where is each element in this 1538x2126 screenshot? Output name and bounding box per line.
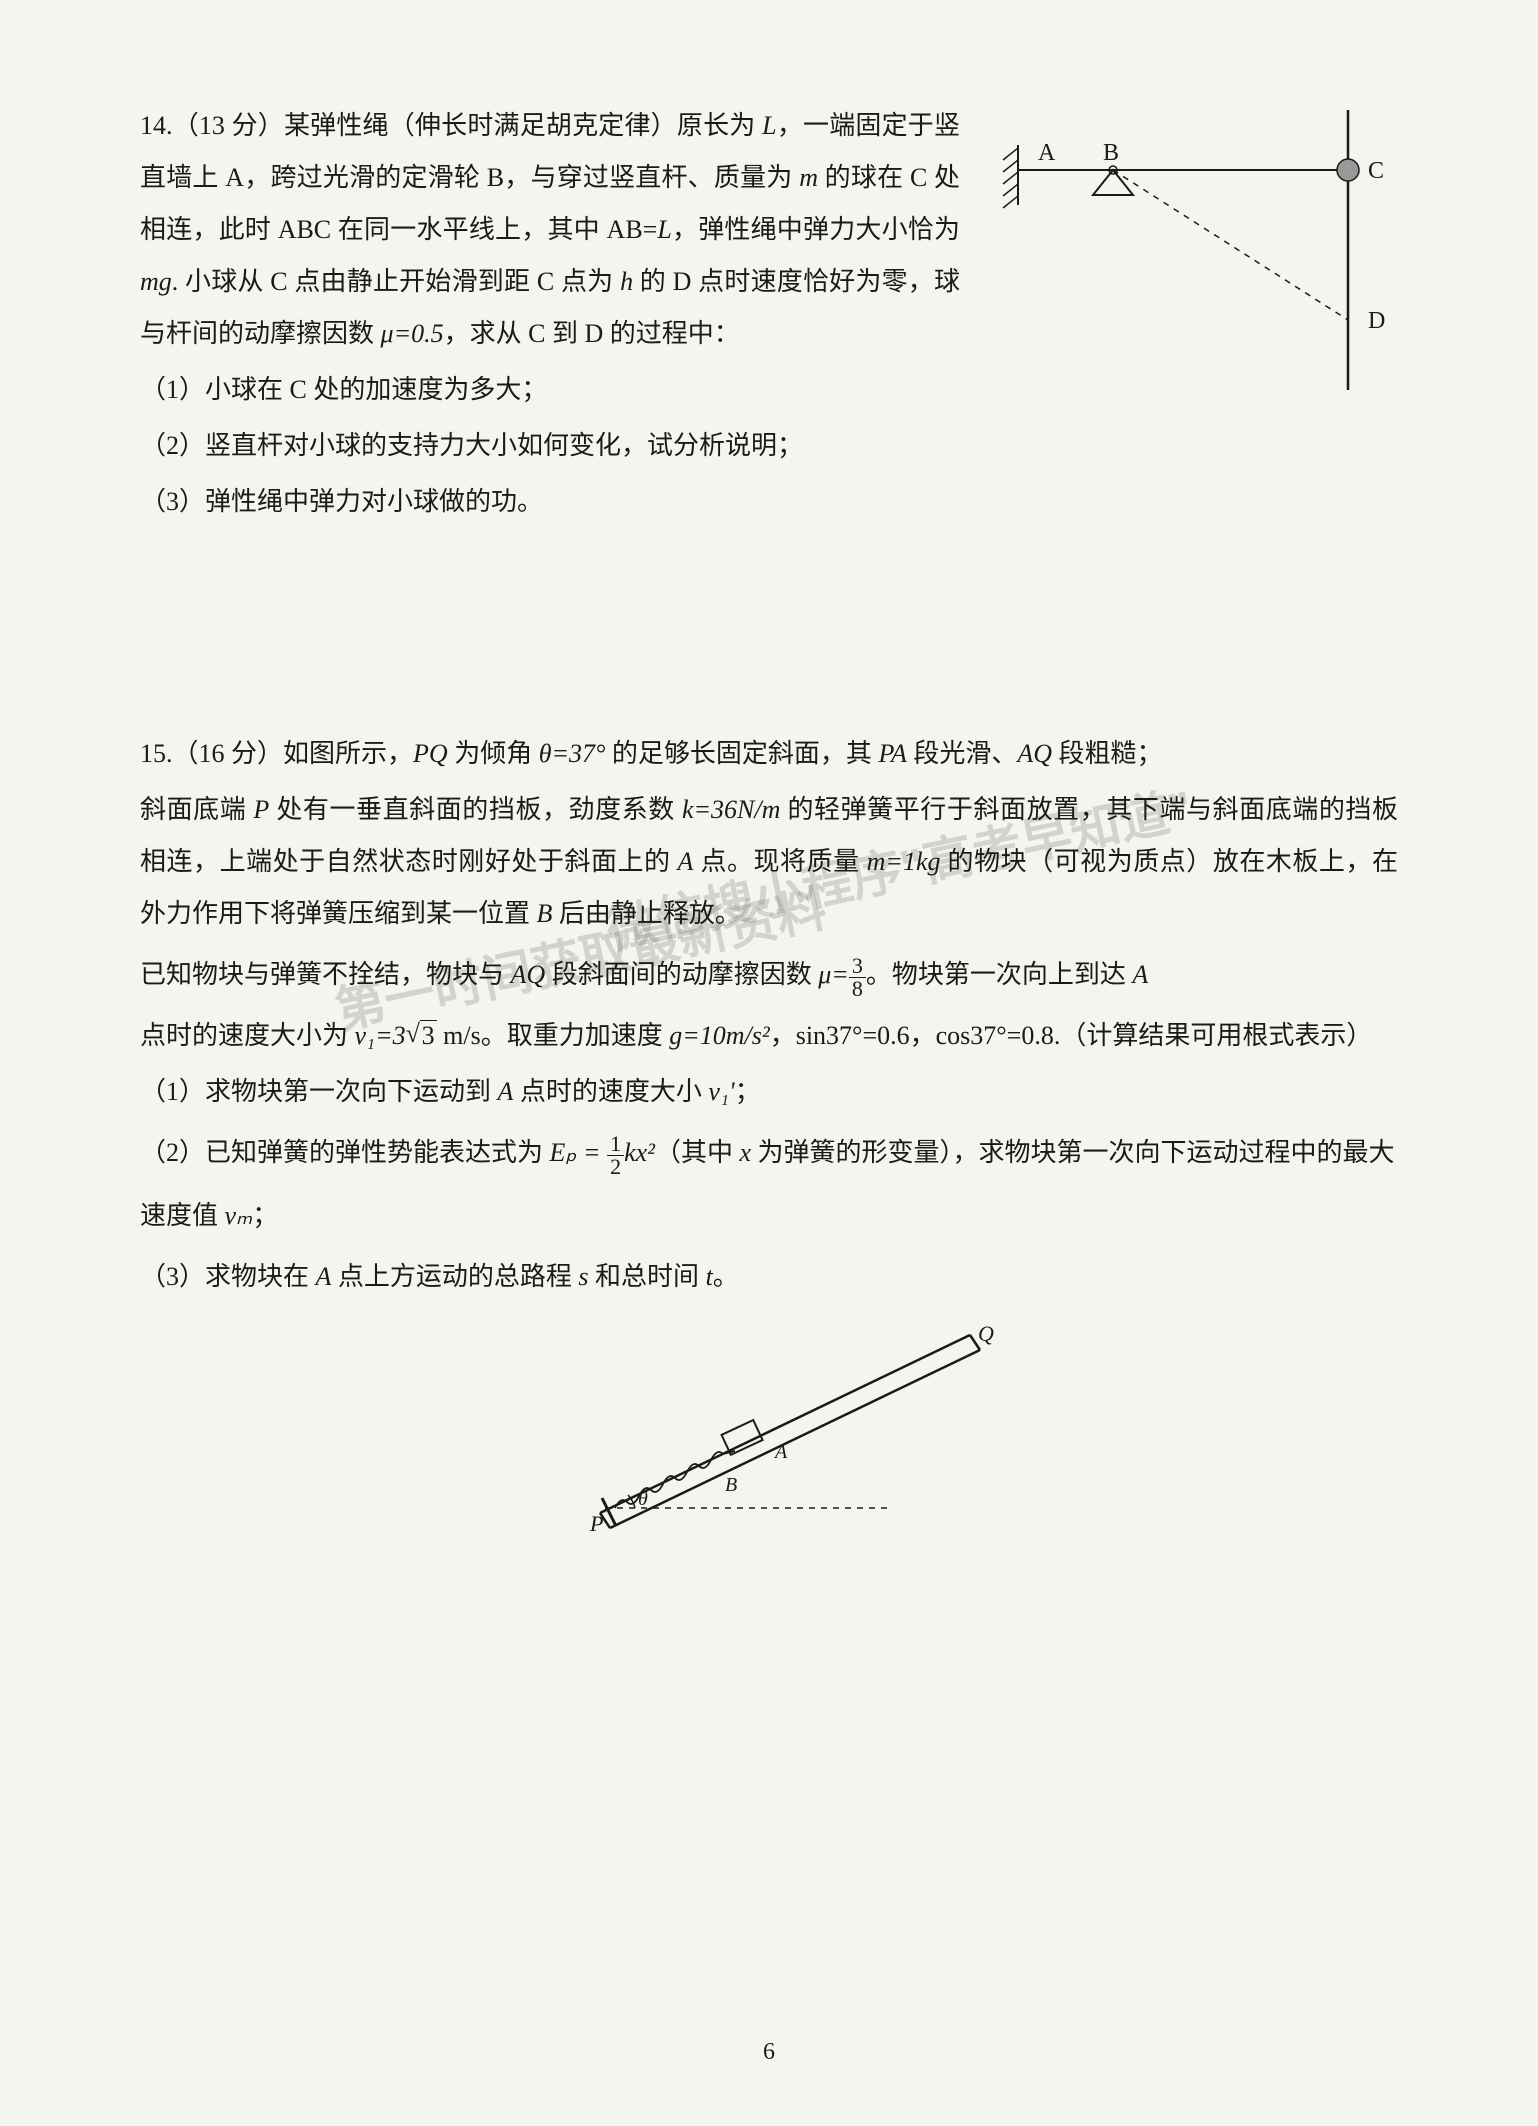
p14-m: m	[799, 163, 818, 192]
p15-q3a: （3）求物块在	[140, 1262, 316, 1291]
p15-sqrt3: 3	[420, 1020, 437, 1050]
p15-l4a: 点时的速度大小为	[140, 1021, 355, 1050]
p15-q1-A: A	[498, 1077, 514, 1106]
p14-mu: μ=0.5	[381, 319, 444, 348]
p15-q2d: ；	[252, 1201, 278, 1230]
p15-A2: A	[1132, 960, 1148, 989]
p15-theta: θ=37°	[539, 739, 606, 768]
p15-q3c: 和总时间	[589, 1262, 706, 1291]
p15-t: t	[706, 1262, 713, 1291]
diagram-14: A B C D	[978, 110, 1398, 390]
p15-mu-label: μ=	[818, 960, 849, 989]
diagram-15-svg: P Q A B θ	[560, 1313, 1000, 1533]
p14-intro-5: . 小球从 C 点由静止开始滑到距 C 点为	[172, 267, 620, 296]
label-B: B	[1103, 140, 1119, 166]
p15-l3a: 已知物块与弹簧不拴结，物块与	[140, 960, 511, 989]
p15-q1a: （1）求物块第一次向下运动到	[140, 1077, 498, 1106]
label-A2: A	[773, 1441, 788, 1463]
p15-q2a: （2）已知弹簧的弹性势能表达式为	[140, 1138, 550, 1167]
problem-15-text: 15.（16 分）如图所示，PQ 为倾角 θ=37° 的足够长固定斜面，其 PA…	[140, 728, 1398, 1062]
diagram-14-svg: A B C D	[978, 110, 1398, 390]
p14-q2: （2）竖直杆对小球的支持力大小如何变化，试分析说明；	[140, 420, 960, 472]
p15-q1: （1）求物块第一次向下运动到 A 点时的速度大小 v₁'；	[140, 1066, 1398, 1118]
p15-Ep: Eₚ =	[550, 1138, 608, 1167]
p15-PQ: PQ	[413, 739, 448, 768]
p15-q3-A: A	[316, 1262, 332, 1291]
p14-L2: L	[657, 215, 671, 244]
p15-l3b: 段斜面间的动摩擦因数	[545, 960, 818, 989]
p15-x: x	[739, 1138, 751, 1167]
p15-l1a: 15.（16 分）如图所示，	[140, 739, 413, 768]
p15-l4c: ，sin37°=0.6，cos37°=0.8.（计算结果可用根式表示）	[770, 1021, 1373, 1050]
p15-meq: m=1kg	[867, 847, 941, 876]
problem-14-text: 14.（13 分）某弹性绳（伸长时满足胡克定律）原长为 L，一端固定于竖直墙上 …	[140, 100, 960, 360]
p15-Ep-num: 1	[607, 1133, 624, 1156]
p15-g: g=10m/s²	[669, 1021, 769, 1050]
p15-mu-den: 8	[849, 978, 866, 1000]
p15-l1e: 段粗糙；	[1052, 739, 1163, 768]
label-Q: Q	[978, 1321, 994, 1346]
p14-mg: mg	[140, 267, 172, 296]
page-number: 6	[763, 2039, 775, 2066]
label-theta: θ	[638, 1488, 648, 1510]
problem-15: 15.（16 分）如图所示，PQ 为倾角 θ=37° 的足够长固定斜面，其 PA…	[140, 728, 1398, 1533]
p15-B: B	[537, 899, 553, 928]
p15-l1b: 为倾角	[448, 739, 539, 768]
p15-l3c: 。物块第一次向上到达	[866, 960, 1133, 989]
p15-s: s	[578, 1262, 588, 1291]
p15-v1prime: v₁'	[708, 1077, 734, 1106]
p14-h: h	[620, 267, 633, 296]
p15-q1b: 点时的速度大小	[513, 1077, 708, 1106]
p14-q1: （1）小球在 C 处的加速度为多大；	[140, 364, 960, 416]
p15-Ep-frac: 12	[607, 1133, 624, 1178]
problem-14: 14.（13 分）某弹性绳（伸长时满足胡克定律）原长为 L，一端固定于竖直墙上 …	[140, 100, 1398, 528]
label-A: A	[1038, 140, 1056, 166]
p15-l2a: 斜面底端	[140, 795, 253, 824]
p15-q3d: 。	[713, 1262, 739, 1291]
diagram-15: P Q A B θ	[560, 1313, 1000, 1533]
p14-intro-7: ，求从 C 到 D 的过程中：	[444, 319, 740, 348]
p14-intro-4: ，弹性绳中弹力大小恰为	[672, 215, 960, 244]
p15-l2b: 处有一垂直斜面的挡板，劲度系数	[269, 795, 682, 824]
p15-AQ2: AQ	[511, 960, 546, 989]
p14-q3: （3）弹性绳中弹力对小球做的功。	[140, 476, 960, 528]
p15-mu-frac: 38	[849, 955, 866, 1000]
p15-q2b: （其中	[655, 1138, 740, 1167]
p15-v1: v₁=3	[355, 1021, 406, 1050]
p15-mu-num: 3	[849, 955, 866, 978]
p14-intro-1: 14.（13 分）某弹性绳（伸长时满足胡克定律）原长为	[140, 111, 762, 140]
p15-v1unit: m/s	[437, 1021, 481, 1050]
p15-PA: PA	[878, 739, 906, 768]
p15-P: P	[253, 795, 269, 824]
p15-l1c: 的足够长固定斜面，其	[605, 739, 878, 768]
p15-l2d: 点。现将质量	[693, 847, 866, 876]
label-B2: B	[725, 1474, 737, 1496]
p15-q3b: 点上方运动的总路程	[331, 1262, 578, 1291]
p15-l2f: 后由静止释放。	[552, 899, 741, 928]
label-D: D	[1368, 308, 1385, 334]
p15-l4b: 。取重力加速度	[481, 1021, 670, 1050]
label-P: P	[589, 1511, 603, 1533]
p15-A: A	[678, 847, 694, 876]
p15-q1c: ；	[735, 1077, 761, 1106]
p14-L: L	[762, 111, 776, 140]
label-C: C	[1368, 158, 1384, 184]
p15-Ep-den: 2	[607, 1156, 624, 1178]
p15-l1d: 段光滑、	[907, 739, 1018, 768]
p15-k: k=36N/m	[682, 795, 780, 824]
p15-q3: （3）求物块在 A 点上方运动的总路程 s 和总时间 t。	[140, 1251, 1398, 1303]
p15-sqrt: 3	[406, 1010, 437, 1062]
p15-q2: （2）已知弹簧的弹性势能表达式为 Eₚ = 12kx²（其中 x 为弹簧的形变量…	[140, 1122, 1398, 1247]
p15-AQ: AQ	[1017, 739, 1052, 768]
p15-Ep-rest: kx²	[624, 1138, 655, 1167]
p15-vm: vₘ	[225, 1201, 253, 1230]
